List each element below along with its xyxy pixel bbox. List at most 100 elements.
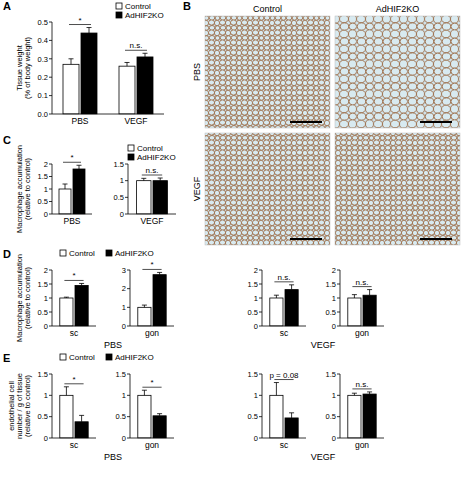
error-bar <box>157 414 162 416</box>
y-tick-label: 1.5 <box>38 370 48 379</box>
y-tick-label: 0.5 <box>248 308 258 317</box>
y-tick-label: 0 <box>122 322 126 331</box>
error-bar <box>87 28 92 34</box>
y-tick-label: 1 <box>44 391 48 400</box>
y-tick <box>259 395 262 396</box>
y-tick-label: 0 <box>44 434 48 443</box>
y-tick-label: 0 <box>332 322 336 331</box>
annotation: n.s. <box>356 278 369 287</box>
legend-swatch <box>128 145 134 151</box>
y-tick <box>49 189 52 190</box>
bar <box>348 395 361 438</box>
x-axis <box>52 114 164 115</box>
x-axis <box>52 326 96 327</box>
y-tick <box>49 298 52 299</box>
scale-bar <box>290 238 322 240</box>
y-tick <box>49 214 52 215</box>
y-tick-label: 0.0 <box>38 110 48 119</box>
legend-swatch <box>116 12 122 18</box>
error-bar <box>158 178 163 181</box>
annotation: * <box>72 271 75 280</box>
plot-area <box>138 272 166 326</box>
y-axis <box>52 374 53 438</box>
micrograph <box>335 16 460 128</box>
legend-label: Control <box>69 353 95 362</box>
y-tick <box>49 395 52 396</box>
y-tick <box>49 270 52 271</box>
y-tick-label: 3 <box>122 266 126 275</box>
y-tick <box>125 197 128 198</box>
panel-label: D <box>3 248 11 260</box>
y-tick <box>337 312 340 313</box>
legend-swatch <box>128 154 134 160</box>
bar <box>119 66 135 114</box>
annotation: n.s. <box>130 41 143 50</box>
y-tick <box>259 298 262 299</box>
group-label: PBS <box>104 452 122 462</box>
row-label: PBS <box>192 63 202 81</box>
bar <box>59 189 71 214</box>
y-tick <box>125 164 128 165</box>
y-tick <box>259 326 262 327</box>
y-tick-label: 1.5 <box>116 370 126 379</box>
legend-swatch <box>106 250 112 256</box>
legend-swatch <box>60 250 66 256</box>
y-tick-label: 1.5 <box>326 370 336 379</box>
y-tick <box>49 95 52 96</box>
bar <box>153 275 166 326</box>
scale-bar <box>420 238 452 240</box>
legend-swatch <box>116 3 122 9</box>
error-bar <box>352 393 357 395</box>
y-tick <box>49 416 52 417</box>
category-label: sc <box>70 328 79 338</box>
plot-area <box>270 285 298 326</box>
y-axis-label: Macrophage accumulation(relative to cont… <box>15 145 32 233</box>
y-tick <box>259 270 262 271</box>
legend-label: AdHIF2KO <box>115 353 154 362</box>
y-tick <box>127 416 130 417</box>
y-axis-label: Tissue weight(% of body weight) <box>15 36 32 99</box>
y-tick <box>49 201 52 202</box>
plot-area <box>138 390 166 438</box>
panel-label: B <box>183 0 191 12</box>
bar <box>63 64 79 114</box>
y-tick-label: 2 <box>254 266 258 275</box>
error-bar <box>64 297 69 299</box>
group-label: VEGF <box>311 340 336 350</box>
column-label: AdHIF2KO <box>376 4 420 14</box>
x-axis <box>130 438 174 439</box>
y-tick <box>259 438 262 439</box>
plot-area <box>59 165 85 214</box>
annotation: * <box>70 153 73 162</box>
y-tick-label: 0.5 <box>326 412 336 421</box>
y-axis <box>340 374 341 438</box>
y-tick-label: 0 <box>44 210 48 219</box>
annotation: * <box>150 378 153 387</box>
error-bar <box>77 165 82 169</box>
error-bar <box>274 295 279 298</box>
bar <box>60 395 73 438</box>
y-tick <box>337 438 340 439</box>
bar <box>75 285 88 326</box>
annotation: p = 0.08 <box>269 371 299 380</box>
y-tick <box>49 176 52 177</box>
x-axis <box>128 214 176 215</box>
y-tick <box>127 270 130 271</box>
category-label: VEGF <box>140 216 163 226</box>
error-bar <box>69 59 74 65</box>
error-bar <box>289 285 294 290</box>
y-tick <box>49 374 52 375</box>
figure: ABCDEControlAdHIF2KOPBSVEGF*PBSn.s.VEGF0… <box>0 0 466 500</box>
y-tick-label: 1 <box>254 391 258 400</box>
annotation: * <box>72 375 75 384</box>
y-tick-label: 0.5 <box>38 412 48 421</box>
micrograph <box>335 133 460 245</box>
y-axis <box>128 164 129 214</box>
y-tick-label: 1.5 <box>114 160 124 169</box>
y-tick-label: 0 <box>120 210 124 219</box>
y-tick <box>49 40 52 41</box>
x-axis <box>130 326 174 327</box>
y-axis <box>130 270 131 326</box>
y-tick-label: 0 <box>254 322 258 331</box>
error-bar <box>157 272 162 274</box>
